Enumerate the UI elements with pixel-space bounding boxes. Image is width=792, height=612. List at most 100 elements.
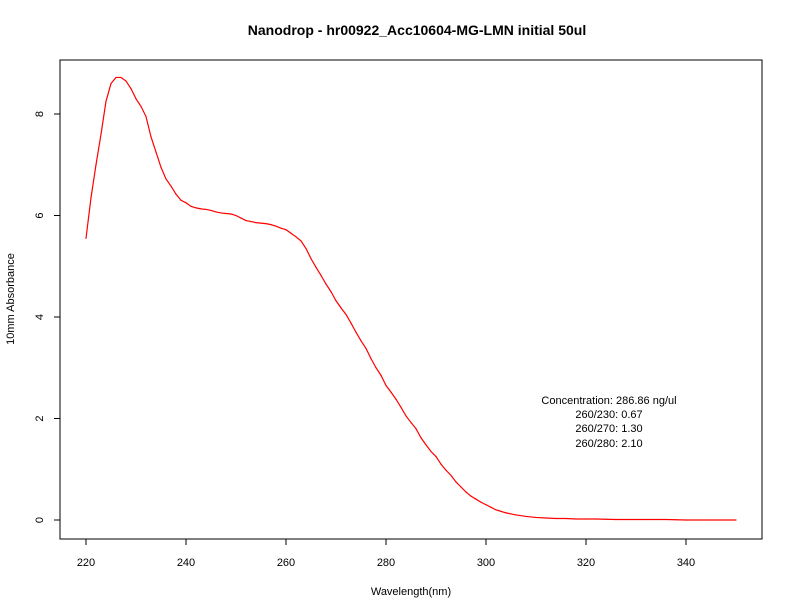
data-point xyxy=(170,185,172,187)
data-point xyxy=(495,509,497,511)
data-point xyxy=(250,220,252,223)
data-point xyxy=(365,347,367,350)
data-point xyxy=(440,463,442,465)
data-point xyxy=(260,222,262,224)
data-point xyxy=(450,474,452,476)
data-point xyxy=(155,151,157,153)
data-point xyxy=(130,88,132,90)
x-tick-label: 240 xyxy=(177,557,195,569)
y-tick-label: 4 xyxy=(34,314,46,320)
data-point xyxy=(420,437,422,439)
data-point xyxy=(715,519,717,521)
data-point xyxy=(435,455,437,458)
x-tick-label: 300 xyxy=(477,557,495,569)
data-point xyxy=(100,133,102,135)
data-point xyxy=(315,266,317,268)
data-point xyxy=(285,229,287,231)
data-point xyxy=(480,501,482,503)
data-point xyxy=(360,340,362,342)
y-tick-label: 2 xyxy=(34,415,46,421)
y-axis-label: 10mm Absorbance xyxy=(5,253,17,345)
data-point xyxy=(110,82,112,85)
data-point xyxy=(335,300,337,302)
data-point xyxy=(210,209,212,212)
data-point xyxy=(145,115,147,118)
data-point xyxy=(415,428,417,430)
data-point xyxy=(505,512,507,514)
data-point xyxy=(205,208,207,211)
data-point xyxy=(200,208,202,210)
data-point xyxy=(685,519,687,521)
data-point xyxy=(470,495,472,497)
data-points xyxy=(85,76,737,521)
data-point xyxy=(140,105,142,107)
data-point xyxy=(575,518,577,520)
data-point xyxy=(185,202,187,204)
data-point xyxy=(165,178,167,180)
data-point xyxy=(455,481,457,483)
data-point xyxy=(400,406,402,408)
data-point xyxy=(465,491,467,493)
data-point xyxy=(90,197,92,199)
data-point xyxy=(460,486,462,488)
data-point xyxy=(195,207,197,209)
data-point xyxy=(180,199,182,201)
data-point xyxy=(255,222,257,224)
data-point xyxy=(105,100,107,102)
concentration-text: Concentration: 286.86 ng/ul xyxy=(541,395,676,407)
y-axis: 0 2 4 6 8 xyxy=(34,111,60,523)
x-tick-label: 280 xyxy=(377,557,395,569)
data-point xyxy=(425,444,427,446)
data-point xyxy=(705,519,707,521)
x-tick-label: 320 xyxy=(577,557,595,569)
data-point xyxy=(175,193,177,195)
data-point xyxy=(350,322,352,324)
data-point xyxy=(645,518,647,521)
data-point xyxy=(95,164,97,166)
data-point xyxy=(635,518,637,521)
data-point xyxy=(725,519,727,521)
data-point xyxy=(325,283,327,285)
y-tick-label: 0 xyxy=(34,517,46,523)
x-tick-label: 260 xyxy=(277,557,295,569)
ratio-260-230-text: 260/230: 0.67 xyxy=(575,409,642,421)
data-point xyxy=(340,307,342,309)
data-point xyxy=(515,514,517,516)
data-point xyxy=(370,358,372,360)
data-point xyxy=(265,223,267,225)
data-point xyxy=(320,274,322,276)
data-point xyxy=(345,313,347,316)
data-point xyxy=(295,236,297,238)
data-point xyxy=(475,498,477,500)
y-tick-label: 6 xyxy=(34,212,46,218)
data-point xyxy=(565,517,567,520)
data-point xyxy=(380,374,382,376)
data-point xyxy=(430,450,432,453)
data-point xyxy=(405,415,407,417)
data-point xyxy=(665,518,667,521)
data-point xyxy=(695,519,697,521)
data-point xyxy=(355,331,357,333)
data-point xyxy=(585,518,587,520)
y-tick-label: 8 xyxy=(34,111,46,117)
data-point xyxy=(240,217,242,219)
data-point xyxy=(290,232,292,234)
data-point xyxy=(215,211,217,213)
data-point xyxy=(485,504,487,506)
data-point xyxy=(735,519,737,521)
ratio-260-280-text: 260/280: 2.10 xyxy=(575,438,642,450)
data-point xyxy=(525,515,527,518)
chart-title: Nanodrop - hr00922_Acc10604-MG-LMN initi… xyxy=(248,22,586,38)
data-point xyxy=(375,367,377,369)
data-point xyxy=(280,227,282,229)
x-tick-label: 220 xyxy=(77,557,95,569)
data-point xyxy=(225,212,227,215)
data-point xyxy=(300,240,302,242)
x-axis: 220 240 260 280 300 320 340 xyxy=(77,539,695,569)
ratio-260-270-text: 260/270: 1.30 xyxy=(575,423,642,435)
data-point xyxy=(445,469,447,471)
data-point xyxy=(160,166,162,168)
data-point xyxy=(275,225,277,227)
data-point xyxy=(310,258,312,260)
